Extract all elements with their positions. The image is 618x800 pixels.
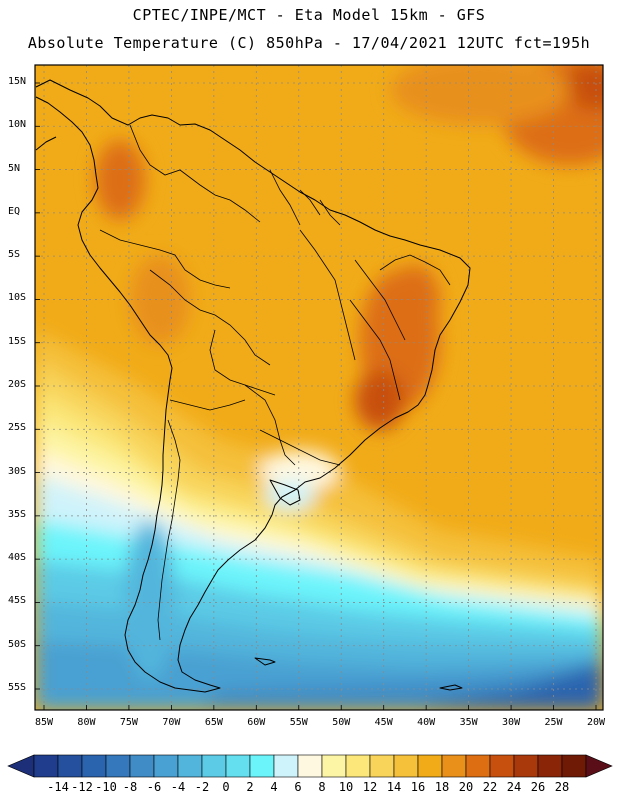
lat-label: 5S: [8, 249, 21, 261]
colorbar: [7, 754, 613, 778]
colorbar-swatch: [177, 754, 203, 778]
colorbar-label: -12: [71, 780, 93, 794]
lat-label: 45S: [8, 595, 27, 607]
colorbar-label: 8: [318, 780, 326, 794]
lon-label: 60W: [247, 717, 266, 728]
lon-label: 55W: [289, 717, 308, 728]
colorbar-swatch: [369, 754, 395, 778]
colorbar-label: -4: [170, 780, 186, 794]
lon-label: 30W: [502, 717, 521, 728]
colorbar-swatch: [393, 754, 419, 778]
colorbar-swatch: [129, 754, 155, 778]
lon-label: 45W: [374, 717, 393, 728]
coastlines: [35, 79, 471, 693]
colorbar-swatch: [201, 754, 227, 778]
colorbar-swatch: [33, 754, 59, 778]
lat-label: 5N: [8, 162, 21, 174]
colorbar-label: -8: [122, 780, 138, 794]
colorbar-label: 12: [362, 780, 378, 794]
lon-label: 40W: [417, 717, 436, 728]
colorbar-swatch: [513, 754, 539, 778]
colorbar-swatch: [297, 754, 323, 778]
colorbar-swatch: [105, 754, 131, 778]
lon-label: 75W: [119, 717, 138, 728]
colorbar-label: 20: [458, 780, 474, 794]
lon-label: 80W: [77, 717, 96, 728]
colorbar-label: 18: [434, 780, 450, 794]
colorbar-min-arrow: [7, 754, 35, 778]
colorbar-swatch: [417, 754, 443, 778]
colorbar-swatch: [441, 754, 467, 778]
colorbar-swatch: [225, 754, 251, 778]
colorbar-label: 28: [554, 780, 570, 794]
colorbar-label: 0: [222, 780, 230, 794]
lon-label: 25W: [544, 717, 563, 728]
colorbar-label: 14: [386, 780, 402, 794]
lat-label: 20S: [8, 379, 27, 390]
colorbar-label: 22: [482, 780, 498, 794]
lat-label: 15S: [8, 335, 27, 347]
colorbar-swatch: [57, 754, 83, 778]
lat-label: 40S: [8, 552, 27, 564]
colorbar-label: 4: [270, 780, 278, 794]
colorbar-label: -2: [194, 780, 210, 794]
colorbar-label: 2: [246, 780, 254, 794]
lon-label: 35W: [459, 717, 478, 728]
colorbar-label: 16: [410, 780, 426, 794]
colorbar-swatch: [273, 754, 299, 778]
colorbar-swatch: [561, 754, 587, 778]
temperature-field: [35, 65, 603, 710]
colorbar-label: 10: [338, 780, 354, 794]
lat-label: 10S: [8, 292, 27, 304]
lat-label: 10N: [8, 119, 27, 131]
colorbar-label: -10: [95, 780, 117, 794]
lat-label: 25S: [8, 422, 27, 434]
lon-label: 70W: [162, 717, 181, 728]
lat-label: 15N: [8, 76, 27, 87]
country-borders: [99, 124, 451, 641]
colorbar-swatch: [489, 754, 515, 778]
lat-label: 55S: [8, 682, 27, 693]
lat-label: EQ: [8, 205, 21, 217]
map-frame: [34, 64, 604, 711]
colorbar-swatch: [537, 754, 563, 778]
colorbar-swatch: [321, 754, 347, 778]
lon-label: 50W: [332, 717, 351, 728]
lon-label: 65W: [204, 717, 223, 728]
colorbar-swatch: [153, 754, 179, 778]
lat-label: 50S: [8, 638, 27, 650]
colorbar-swatch: [345, 754, 371, 778]
colorbar-label: 6: [294, 780, 302, 794]
lon-label: 85W: [34, 717, 54, 728]
colorbar-swatch: [81, 754, 107, 778]
lon-label: 20W: [586, 717, 606, 728]
colorbar-label: 26: [530, 780, 546, 794]
title-line-2: Absolute Temperature (C) 850hPa - 17/04/…: [27, 34, 591, 52]
colorbar-swatch: [249, 754, 275, 778]
lat-label: 30S: [8, 465, 27, 477]
colorbar-label: -6: [146, 780, 162, 794]
title-line-1: CPTEC/INPE/MCT - Eta Model 15km - GFS: [132, 6, 486, 24]
colorbar-max-arrow: [585, 754, 613, 778]
colorbar-swatch: [465, 754, 491, 778]
colorbar-label: -14: [47, 780, 69, 794]
lat-label: 35S: [8, 508, 27, 520]
colorbar-label: 24: [506, 780, 522, 794]
